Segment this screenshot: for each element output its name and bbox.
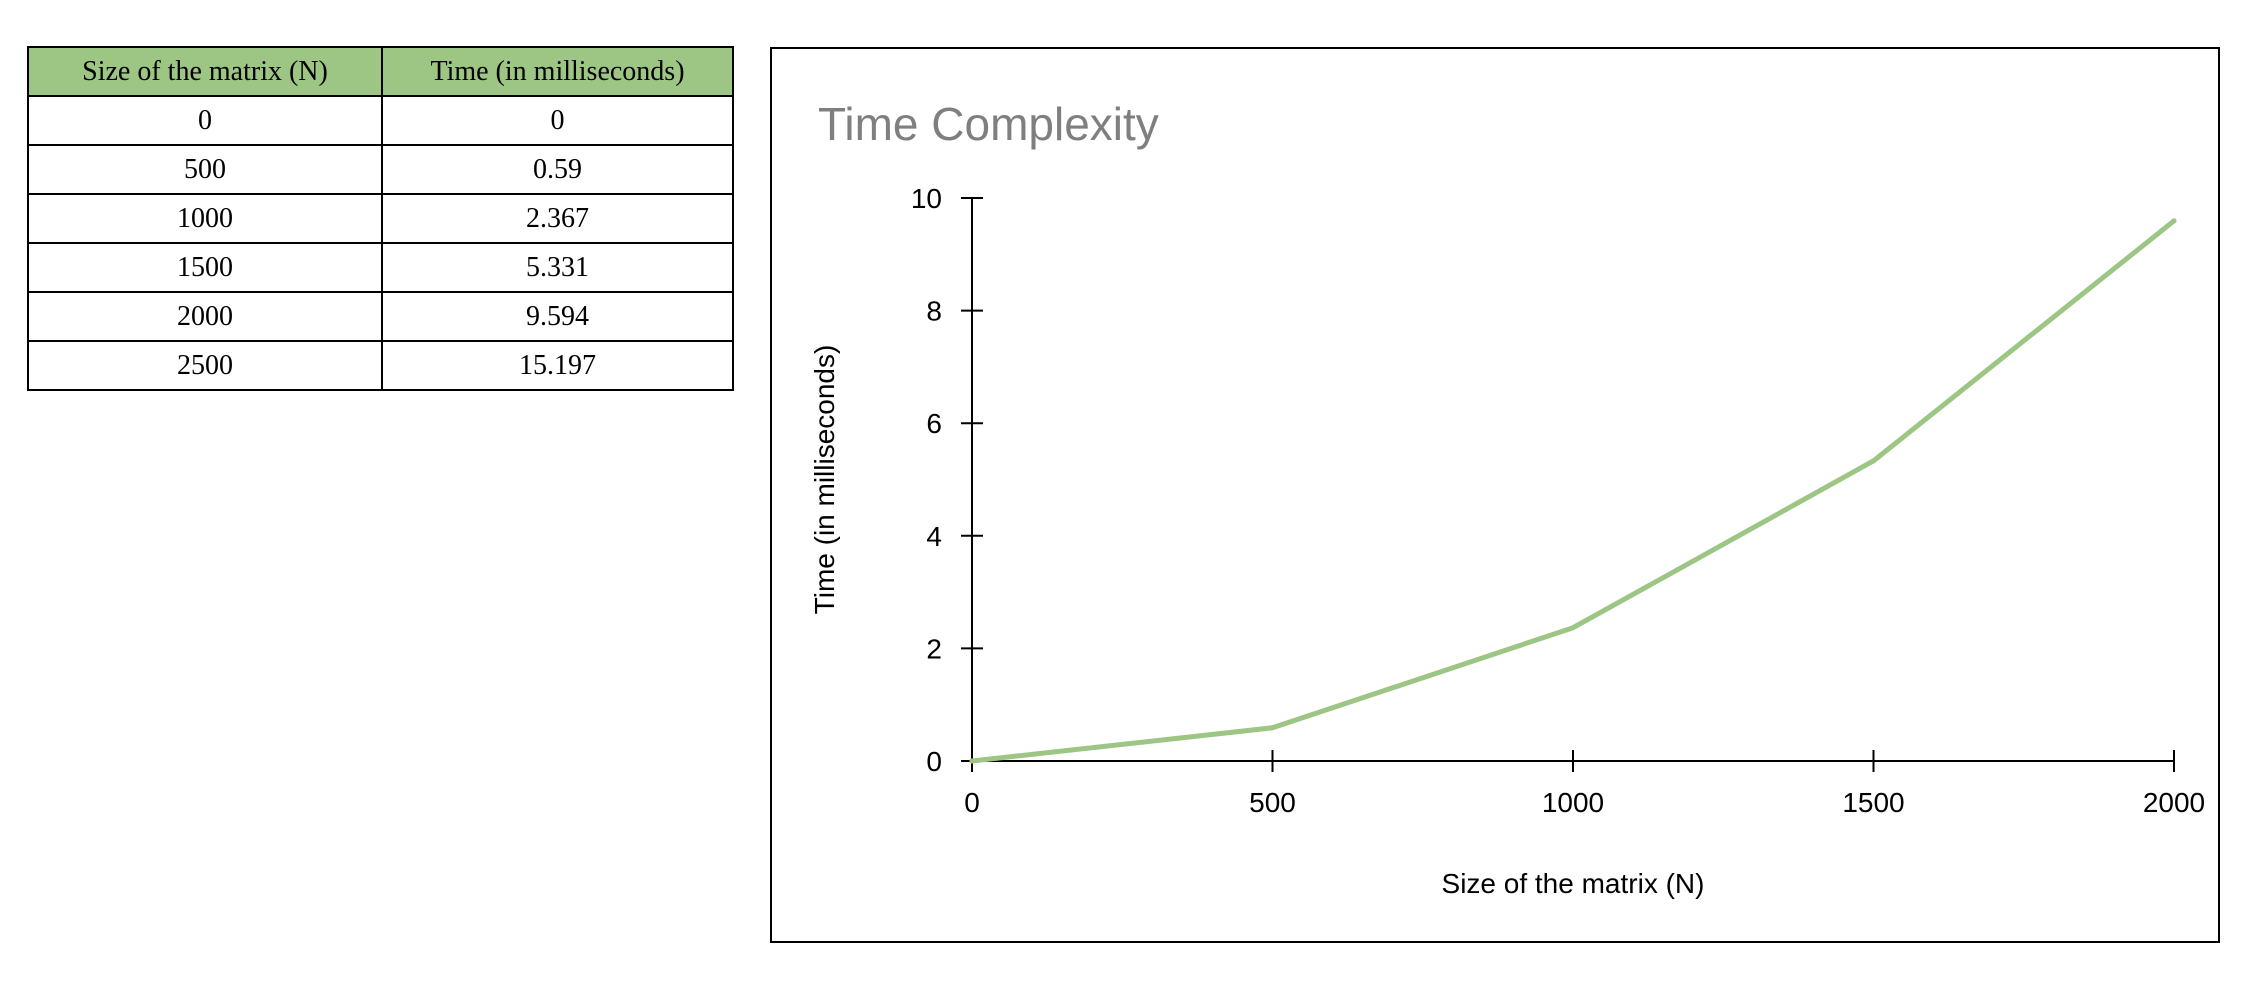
chart-title: Time Complexity: [818, 98, 1159, 150]
table-cell-size: 500: [27, 144, 383, 195]
y-tick-label: 6: [926, 408, 942, 439]
y-tick-label: 8: [926, 296, 942, 327]
table-cell-size: 2500: [27, 340, 383, 391]
x-axis-label: Size of the matrix (N): [1442, 868, 1705, 899]
table-header-size: Size of the matrix (N): [27, 46, 383, 97]
y-tick-label: 0: [926, 746, 942, 777]
data-point: [1871, 458, 1876, 464]
table-cell-time: 5.331: [381, 242, 734, 293]
table-cell-time: 9.594: [381, 291, 734, 342]
data-point: [1270, 725, 1275, 731]
table-cell-size: 1000: [27, 193, 383, 244]
table-cell-size: 1500: [27, 242, 383, 293]
table-row: 1000 2.367: [27, 193, 734, 244]
table-row: 1500 5.331: [27, 242, 734, 293]
data-point: [2171, 218, 2177, 224]
y-tick-label: 2: [926, 633, 942, 664]
table-header-row: Size of the matrix (N) Time (in millisec…: [27, 46, 734, 97]
x-tick-label: 500: [1249, 787, 1296, 818]
data-table: Size of the matrix (N) Time (in millisec…: [27, 46, 734, 391]
x-tick-label: 2000: [2143, 787, 2205, 818]
data-point: [1570, 625, 1576, 631]
x-tick-label: 1000: [1542, 787, 1604, 818]
x-tick-label: 1500: [1842, 787, 1904, 818]
table-header-time: Time (in milliseconds): [381, 46, 734, 97]
table-cell-time: 2.367: [381, 193, 734, 244]
series-line: [969, 218, 2177, 764]
y-tick-label: 10: [911, 183, 942, 214]
table-row: 0 0: [27, 95, 734, 146]
table-row: 500 0.59: [27, 144, 734, 195]
table-cell-time: 0.59: [381, 144, 734, 195]
data-point: [969, 758, 975, 764]
chart-axes: 0 2 4 6 8 10 0 500 1000 1500 2000: [911, 183, 2205, 818]
table-cell-size: 0: [27, 95, 383, 146]
chart-series: [969, 218, 2177, 764]
table-cell-time: 15.197: [381, 340, 734, 391]
table-row: 2000 9.594: [27, 291, 734, 342]
table-cell-size: 2000: [27, 291, 383, 342]
table-cell-time: 0: [381, 95, 734, 146]
y-tick-label: 4: [926, 521, 942, 552]
table-row: 2500 15.197: [27, 340, 734, 391]
y-axis-label: Time (in milliseconds): [809, 345, 840, 615]
x-tick-label: 0: [964, 787, 980, 818]
chart-frame: Time Complexity 0 2 4 6 8 10 0 500 1000 1500 2000 …: [770, 47, 2220, 943]
